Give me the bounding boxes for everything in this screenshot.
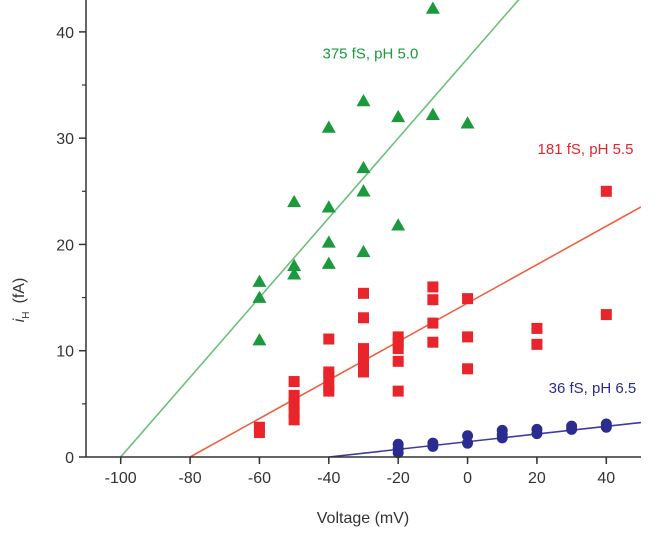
triangle-marker	[287, 194, 302, 208]
square-marker	[427, 317, 439, 329]
x-tick-label: -60	[248, 470, 271, 487]
x-tick-label: -80	[179, 470, 202, 487]
series-labels: 375 fS, pH 5.0 181 fS, pH 5.5 36 fS, pH 6.…	[322, 45, 636, 397]
y-tick-label: 10	[56, 344, 74, 361]
x-tick-label: -20	[387, 470, 410, 487]
square-marker	[531, 338, 543, 350]
triangle-marker	[321, 120, 336, 133]
circle-marker	[392, 447, 404, 459]
fit-lines	[120, 0, 641, 457]
y-axis-title-main: i	[11, 318, 28, 322]
y-tick-label: 40	[56, 25, 74, 42]
triangle-marker	[356, 160, 371, 174]
y-tick-label: 30	[56, 131, 74, 148]
y-tick-label: 20	[56, 237, 74, 254]
x-tick-label: 20	[528, 470, 546, 487]
circle-marker	[531, 428, 543, 440]
circle-marker	[427, 440, 439, 452]
triangle-marker	[425, 1, 440, 14]
square-marker	[253, 427, 265, 439]
triangle-marker	[287, 267, 302, 280]
square-marker	[358, 349, 369, 361]
square-marker	[392, 336, 404, 348]
square-marker	[288, 389, 300, 401]
square-marker	[323, 333, 335, 345]
square-marker	[288, 398, 300, 410]
triangle-marker	[321, 256, 336, 269]
svg-text:iH(fA): iH (fA)	[11, 278, 32, 323]
square-marker	[462, 293, 474, 305]
triangle-marker	[391, 109, 406, 123]
square-marker	[288, 406, 300, 418]
square-marker	[358, 366, 369, 378]
fit-line	[120, 0, 520, 457]
square-marker	[288, 414, 300, 426]
triangle-marker	[321, 200, 336, 213]
triangle-marker	[391, 218, 406, 231]
data-markers	[252, 1, 612, 459]
x-tick-label: -40	[317, 470, 340, 487]
y-axis-title-unit: (fA)	[11, 278, 28, 304]
square-marker	[358, 287, 369, 299]
square-marker	[462, 363, 474, 375]
square-marker	[358, 355, 369, 367]
axes: -100 -80 -60 -40 -20 0 20 40 0 10 20 30 40	[56, 0, 641, 487]
square-marker	[358, 343, 369, 355]
square-marker	[462, 331, 474, 343]
series-label: 375 fS, pH 5.0	[322, 45, 418, 62]
square-marker	[392, 385, 404, 397]
square-marker	[531, 322, 543, 334]
x-tick-label: 40	[597, 470, 615, 487]
x-tick-label: -100	[105, 470, 137, 487]
square-marker	[323, 370, 335, 382]
square-marker	[427, 336, 439, 348]
series-label: 181 fS, pH 5.5	[538, 141, 634, 158]
series-label: 36 fS, pH 6.5	[549, 380, 637, 397]
triangle-marker	[287, 258, 302, 271]
triangle-marker	[252, 333, 267, 346]
square-marker	[600, 309, 612, 321]
triangle-marker	[356, 184, 371, 197]
circle-marker	[462, 437, 474, 449]
triangle-marker	[356, 93, 371, 107]
square-marker	[323, 385, 335, 397]
triangle-marker	[425, 107, 440, 121]
square-marker	[427, 281, 439, 293]
fit-line	[328, 421, 641, 457]
x-tick-label: 0	[463, 470, 472, 487]
y-axis-title-sub: H	[21, 311, 32, 318]
square-marker	[427, 294, 439, 306]
square-marker	[288, 376, 300, 388]
y-tick-label: 0	[65, 450, 74, 467]
triangle-marker	[460, 116, 475, 129]
square-marker	[358, 312, 369, 324]
circle-marker	[566, 423, 578, 435]
circle-marker	[600, 421, 612, 433]
square-marker	[392, 343, 404, 355]
triangle-marker	[321, 235, 336, 248]
square-marker	[600, 185, 612, 197]
y-axis-title: iH (fA)	[11, 278, 32, 323]
x-axis-title: Voltage (mV)	[317, 510, 409, 527]
triangle-marker	[252, 274, 267, 287]
fit-line	[189, 206, 641, 457]
triangle-marker	[252, 290, 267, 303]
triangle-marker	[356, 244, 371, 258]
circle-marker	[496, 432, 508, 444]
square-marker	[392, 355, 404, 367]
